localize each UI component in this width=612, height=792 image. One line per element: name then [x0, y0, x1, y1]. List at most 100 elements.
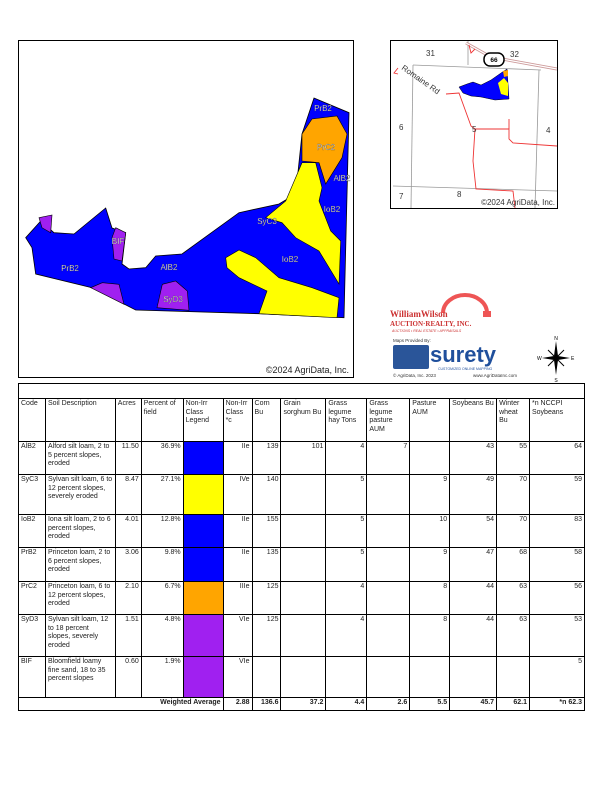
section-number: 4	[546, 126, 551, 135]
maps-provided-label: Maps Provided By:	[393, 338, 431, 343]
cell-wheat: 68	[496, 547, 530, 582]
cell-hay: 4	[325, 441, 368, 475]
auctioneer-logo: WilliamWilson AUCTION·REALTY, INC. AUCTI…	[388, 293, 498, 335]
map-label: AlB2	[334, 174, 351, 183]
weighted-cls: 2.88	[222, 697, 253, 711]
cell-pasture: 9	[409, 474, 451, 515]
compass-east: E	[571, 356, 575, 362]
cell-cls: IIe	[222, 514, 253, 548]
cell-soy: 44	[449, 614, 498, 657]
weighted-nccpi: *n 62.3	[529, 697, 585, 711]
cell-sorghum	[280, 514, 327, 548]
section-number: 5	[472, 125, 477, 134]
cell-pct: 12.8%	[140, 514, 184, 548]
soil-region-purple-nw	[38, 214, 53, 234]
column-header: Percent of field	[140, 398, 184, 442]
cell-nccpi: 5	[529, 656, 585, 698]
cell-pct: 36.9%	[140, 441, 184, 475]
cell-pct: 6.7%	[140, 581, 184, 615]
soil-region-syd3	[156, 280, 190, 311]
map-label: PrC2	[317, 143, 336, 152]
surety-tagline: CUSTOMIZED ONLINE MAPPING	[438, 367, 493, 371]
cell-code: PrB2	[18, 547, 46, 582]
cell-wheat	[496, 656, 530, 698]
column-header: Soil Description	[44, 398, 116, 442]
agridata-url: www.AgriDataInc.com	[473, 373, 518, 378]
weighted-wheat: 62.1	[496, 697, 530, 711]
cell-pct: 1.9%	[140, 656, 184, 698]
map-label: PrB2	[314, 104, 332, 113]
soil-region-purple-sw	[89, 282, 125, 305]
cell-wheat: 63	[496, 614, 530, 657]
section-number: 6	[399, 123, 404, 132]
cell-pct: 27.1%	[140, 474, 184, 515]
map-label: IoB2	[324, 205, 341, 214]
section-number: 7	[399, 192, 404, 201]
section-number: 8	[457, 190, 462, 199]
cell-gpast	[366, 581, 411, 615]
weighted-corn: 136.6	[251, 697, 282, 711]
section-number: 31	[426, 49, 435, 58]
class-legend-swatch	[182, 474, 224, 515]
class-legend-swatch	[182, 514, 224, 548]
inset-copyright: ©2024 AgriData, Inc.	[481, 198, 555, 207]
cell-corn: 139	[251, 441, 282, 475]
column-header: Winter wheat Bu	[496, 398, 530, 442]
cell-acres: 11.50	[114, 441, 142, 475]
weighted-average-label: Weighted Average	[18, 697, 224, 711]
cell-pct: 4.8%	[140, 614, 184, 657]
cell-code: SyD3	[18, 614, 46, 657]
cell-cls: IIIe	[222, 581, 253, 615]
cell-cls: IVe	[222, 474, 253, 515]
soil-region-blue	[25, 97, 350, 319]
cell-corn: 125	[251, 614, 282, 657]
cell-soy: 44	[449, 581, 498, 615]
cell-pct: 9.8%	[140, 547, 184, 582]
map-label: SyC3	[257, 217, 277, 226]
cell-corn: 140	[251, 474, 282, 515]
cell-wheat: 63	[496, 581, 530, 615]
map-label: IoB2	[282, 255, 299, 264]
soil-region-prc2	[301, 115, 348, 185]
cell-acres: 4.01	[114, 514, 142, 548]
cell-soy: 43	[449, 441, 498, 475]
column-header: *n NCCPI Soybeans	[529, 398, 585, 442]
class-legend-swatch	[182, 581, 224, 615]
cell-gpast	[366, 547, 411, 582]
cell-hay: 5	[325, 547, 368, 582]
column-header: Acres	[114, 398, 142, 442]
cell-wheat: 70	[496, 474, 530, 515]
section-number: 32	[510, 50, 519, 59]
cell-hay	[325, 656, 368, 698]
cell-hay: 4	[325, 581, 368, 615]
cell-cls: VIe	[222, 656, 253, 698]
cell-acres: 1.51	[114, 614, 142, 657]
cell-nccpi: 58	[529, 547, 585, 582]
column-header: Grass legume pasture AUM	[366, 398, 411, 442]
cell-desc: Princeton loam, 6 to 12 percent slopes, …	[44, 581, 116, 615]
cell-cls: IIe	[222, 547, 253, 582]
cell-gpast	[366, 514, 411, 548]
cell-gpast	[366, 656, 411, 698]
weighted-sorghum: 37.2	[280, 697, 327, 711]
cell-code: AlB2	[18, 441, 46, 475]
cell-hay: 5	[325, 514, 368, 548]
weighted-gpast: 2.6	[366, 697, 411, 711]
cell-corn: 125	[251, 581, 282, 615]
route-shield: 66	[490, 57, 498, 64]
table-title-row	[18, 383, 585, 399]
surety-logo: Maps Provided By: surety CUSTOMIZED ONLI…	[390, 338, 530, 382]
cell-nccpi: 83	[529, 514, 585, 548]
cell-code: PrC2	[18, 581, 46, 615]
map-label: AlB2	[161, 263, 178, 272]
cell-code: IoB2	[18, 514, 46, 548]
road-label: Romaine Rd	[400, 63, 442, 96]
company-subtitle: AUCTION·REALTY, INC.	[390, 320, 472, 328]
cell-gpast: 7	[366, 441, 411, 475]
map-copyright: ©2024 AgriData, Inc.	[266, 365, 349, 375]
cell-hay: 4	[325, 614, 368, 657]
cell-wheat: 70	[496, 514, 530, 548]
cell-pasture: 8	[409, 614, 451, 657]
company-name: WilliamWilson	[390, 309, 448, 319]
